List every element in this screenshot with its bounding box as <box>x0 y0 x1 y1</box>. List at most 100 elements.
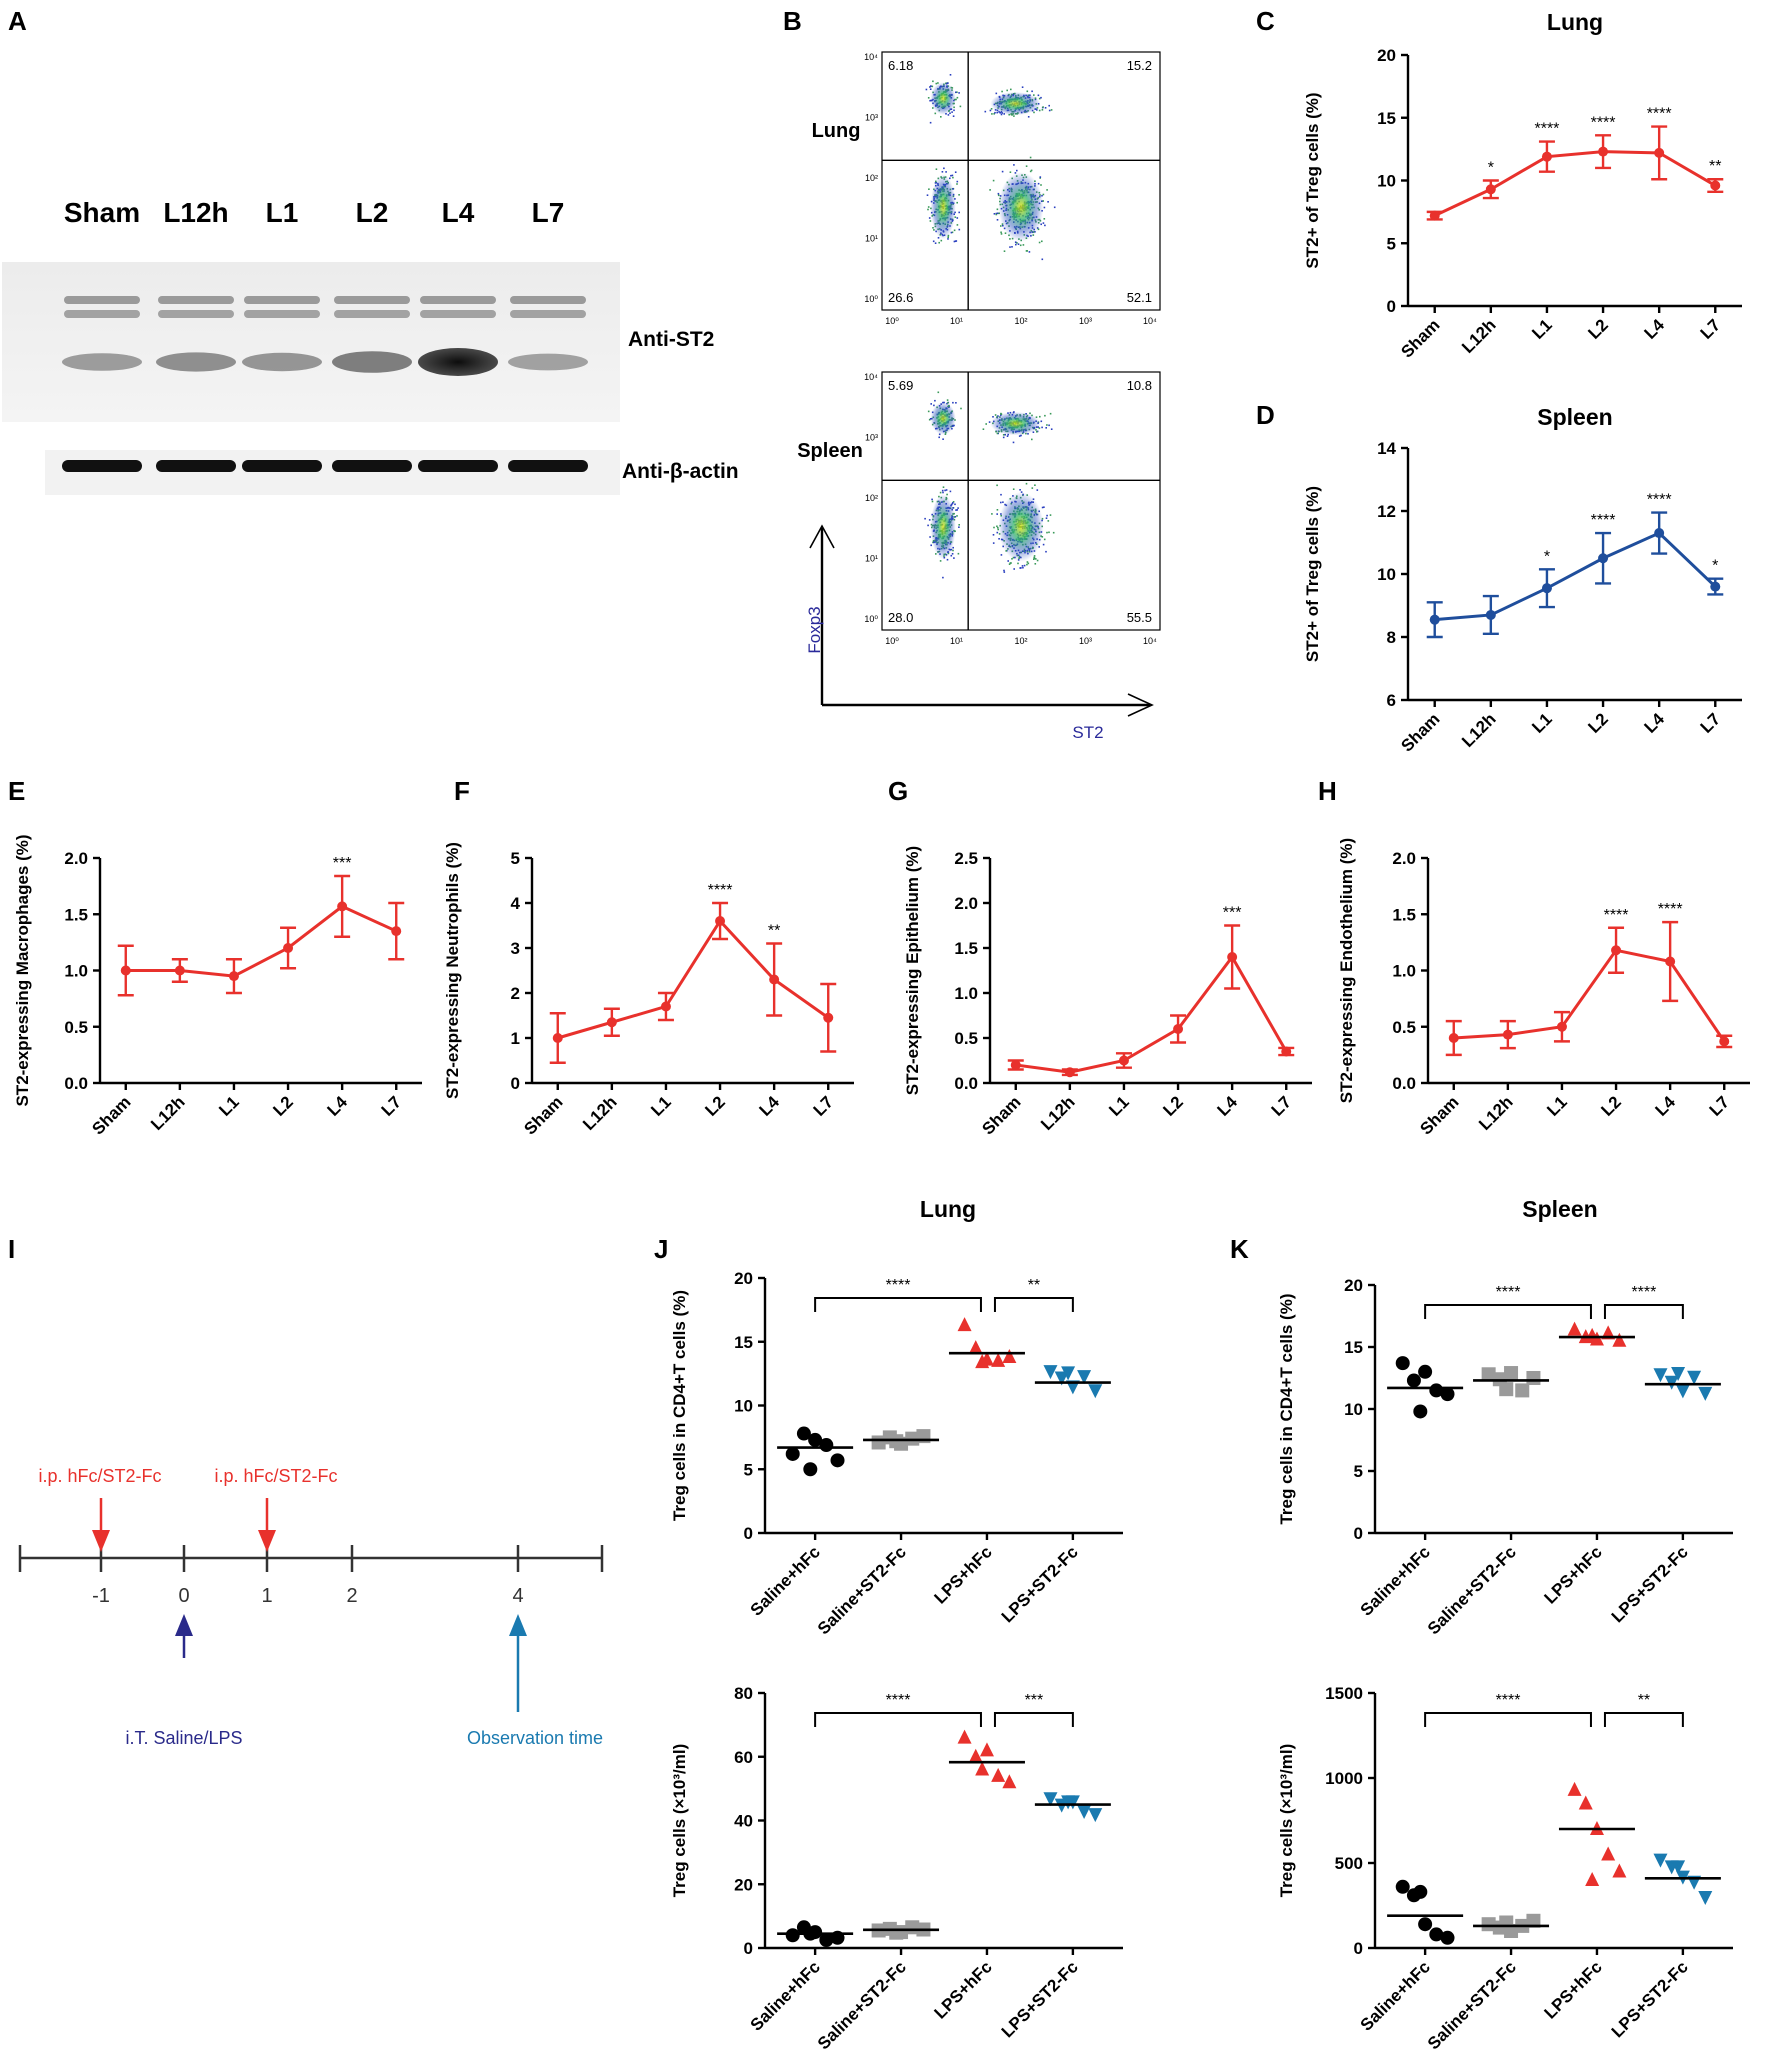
x-tick-label: Saline+ST2-Fc <box>814 1542 910 1638</box>
timeline-tick-label: 1 <box>261 1585 272 1607</box>
flow-event <box>991 113 993 115</box>
actin-bands <box>62 460 588 472</box>
flow-x-tick: 10³ <box>1079 316 1092 326</box>
flow-event <box>1022 566 1024 569</box>
data-point <box>1585 1872 1600 1886</box>
data-point <box>1413 1884 1428 1899</box>
flow-event <box>938 241 940 244</box>
chart-e: E 0.0 0.5 1.0 1.5 2.0 Sham L12h L1 L2 L4 L7 ST2-expr… <box>8 776 422 1139</box>
data-point <box>1077 1804 1092 1819</box>
flow-event <box>1045 427 1047 429</box>
flow-event <box>1039 176 1042 178</box>
data-point <box>1061 1795 1076 1810</box>
significance-bracket <box>1424 1712 1592 1727</box>
flow-event <box>1040 420 1043 423</box>
flow-event <box>956 217 959 219</box>
significance-stars: **** <box>1591 512 1616 529</box>
data-point <box>1064 1067 1075 1078</box>
flow-event <box>1018 435 1021 437</box>
flow-event <box>1027 562 1030 565</box>
flow-event <box>941 171 944 173</box>
flow-event <box>942 438 944 440</box>
flow-event <box>1050 428 1053 430</box>
flow-event <box>1002 501 1004 503</box>
flow-event <box>1019 567 1021 569</box>
flow-y-tick: 10¹ <box>865 234 878 244</box>
significance-bracket <box>1603 1712 1684 1727</box>
quadrant-value-ll: 26.6 <box>888 290 913 305</box>
flow-event <box>931 85 934 88</box>
y-axis-title: Treg cells in CD4+T cells (%) <box>1277 1293 1296 1524</box>
flow-event <box>932 240 935 243</box>
data-point <box>1481 1367 1496 1382</box>
x-tick-label: LPS+hFc <box>1541 1957 1606 2022</box>
flow-event <box>1047 520 1050 522</box>
flow-event <box>1042 222 1045 224</box>
x-tick-label: L4 <box>756 1092 784 1120</box>
data-point <box>1440 1387 1455 1402</box>
flow-x-tick: 10³ <box>1079 636 1092 646</box>
flow-event <box>1011 558 1013 560</box>
y-tick-label: 80 <box>734 1684 753 1703</box>
data-point <box>1665 956 1676 967</box>
flow-event <box>990 108 993 110</box>
flow-event <box>995 212 998 215</box>
flow-event <box>1020 434 1022 437</box>
data-point <box>1043 1365 1058 1380</box>
lane-label-l2: L2 <box>356 197 389 228</box>
data-point <box>1698 1386 1713 1401</box>
flow-event <box>997 528 999 531</box>
x-tick-label: LPS+hFc <box>931 1957 996 2022</box>
flow-event <box>1043 218 1046 220</box>
data-point <box>283 943 294 953</box>
y-tick-label: 60 <box>734 1748 753 1767</box>
data-point <box>1567 1321 1582 1336</box>
panel-c-label: C <box>1256 6 1275 36</box>
data-point <box>1010 1060 1021 1070</box>
flow-event <box>924 517 926 520</box>
flow-density <box>998 491 1044 562</box>
flow-event <box>933 404 935 407</box>
significance-bracket <box>993 1712 1074 1727</box>
flow-event <box>950 554 953 557</box>
significance-stars: **** <box>1534 121 1559 138</box>
flow-event <box>944 489 946 492</box>
quadrant-value-lr: 55.5 <box>1127 610 1152 625</box>
data-point <box>1061 1366 1076 1381</box>
flow-event <box>1041 506 1044 509</box>
flow-event <box>935 82 938 85</box>
actin-blot-membrane <box>45 450 620 495</box>
significance-stars: *** <box>1223 905 1242 922</box>
flow-event <box>934 399 936 402</box>
data-point <box>1429 1927 1444 1942</box>
flow-event <box>1009 238 1011 240</box>
data-point <box>957 1317 972 1332</box>
x-tick-label: Sham <box>520 1092 566 1138</box>
flow-event <box>947 238 949 240</box>
flow-event <box>1000 493 1002 496</box>
flow-event <box>1033 558 1035 560</box>
x-tick-label: L1 <box>1528 709 1555 736</box>
significance-stars: **** <box>1647 492 1672 509</box>
flow-event <box>1009 562 1012 564</box>
observation-label: Observation time <box>467 1728 603 1748</box>
flow-event <box>1030 169 1033 172</box>
data-point <box>1485 609 1496 620</box>
y-tick-label: 2.0 <box>954 894 978 913</box>
data-point <box>823 1012 834 1023</box>
chart-d: D Spleen 6 8 10 12 14 Sham L12h L1 L2 L4 L7 ST2+ of T… <box>1256 400 1742 756</box>
flow-event <box>1021 86 1024 88</box>
x-tick-label: LPS+ST2-Fc <box>1608 1542 1692 1626</box>
data-point <box>1395 1879 1410 1894</box>
y-tick-label: 0.5 <box>1392 1018 1416 1037</box>
significance-stars: **** <box>1604 907 1629 924</box>
flow-event <box>1027 116 1030 118</box>
x-tick-label: L12h <box>147 1092 188 1133</box>
flow-event <box>989 109 992 112</box>
data-point <box>1429 614 1440 625</box>
flow-event <box>1007 560 1009 562</box>
significance-bracket <box>1424 1304 1592 1319</box>
flow-event <box>958 92 960 94</box>
